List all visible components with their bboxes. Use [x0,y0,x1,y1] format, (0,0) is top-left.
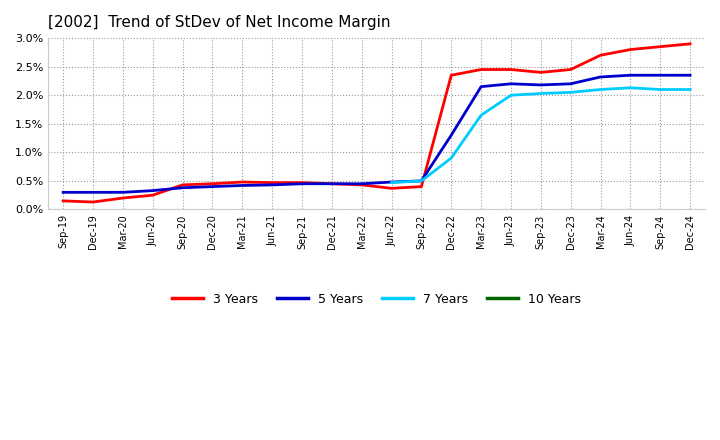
5 Years [297,181,306,187]
3 Years [447,73,456,78]
5 Years [357,181,366,187]
5 Years [656,73,665,78]
5 Years [179,185,187,191]
5 Years [626,73,635,78]
5 Years [89,190,97,195]
Line: 3 Years: 3 Years [63,44,690,202]
Line: 7 Years: 7 Years [392,88,690,183]
5 Years [447,132,456,138]
3 Years [268,180,276,185]
3 Years [567,67,575,72]
3 Years [387,186,396,191]
5 Years [507,81,516,86]
3 Years [238,180,246,185]
7 Years [447,155,456,161]
3 Years [477,67,485,72]
5 Years [567,81,575,86]
5 Years [119,190,127,195]
Line: 5 Years: 5 Years [63,75,690,192]
3 Years [596,53,605,58]
3 Years [626,47,635,52]
3 Years [357,182,366,187]
7 Years [656,87,665,92]
3 Years [208,181,217,187]
5 Years [477,84,485,89]
Text: [2002]  Trend of StDev of Net Income Margin: [2002] Trend of StDev of Net Income Marg… [48,15,391,30]
Legend: 3 Years, 5 Years, 7 Years, 10 Years: 3 Years, 5 Years, 7 Years, 10 Years [167,288,586,311]
7 Years [626,85,635,91]
5 Years [59,190,68,195]
5 Years [238,183,246,188]
3 Years [179,182,187,187]
3 Years [59,198,68,204]
7 Years [507,92,516,98]
7 Years [417,178,426,183]
3 Years [119,195,127,201]
5 Years [328,181,336,187]
7 Years [596,87,605,92]
5 Years [148,188,157,193]
3 Years [148,193,157,198]
5 Years [208,184,217,189]
5 Years [268,182,276,187]
3 Years [297,180,306,185]
3 Years [89,199,97,205]
3 Years [417,184,426,189]
5 Years [685,73,694,78]
7 Years [685,87,694,92]
5 Years [417,178,426,183]
5 Years [536,82,545,88]
5 Years [387,180,396,185]
7 Years [387,180,396,185]
3 Years [507,67,516,72]
3 Years [685,41,694,47]
3 Years [656,44,665,49]
3 Years [536,70,545,75]
7 Years [477,113,485,118]
3 Years [328,181,336,187]
5 Years [596,74,605,80]
7 Years [536,91,545,96]
7 Years [567,90,575,95]
